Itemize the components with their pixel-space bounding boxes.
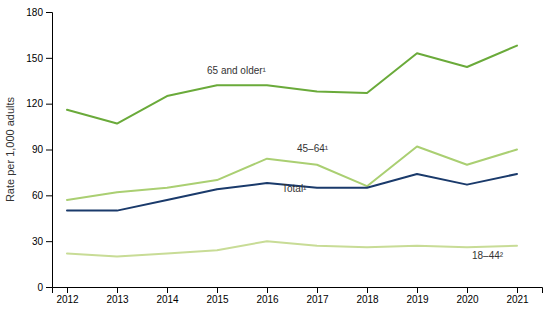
series-label: 45–64¹: [297, 143, 329, 154]
x-tick-mark: [167, 287, 168, 293]
chart: 2012 2013 2014 2015 2016 2017 2018 2019 2020 2021…: [0, 0, 560, 315]
x-tick-label: 2013: [106, 294, 129, 305]
y-tick-label: 0: [37, 282, 43, 293]
y-tick-mark: [46, 287, 52, 288]
y-tick: 90: [32, 144, 52, 155]
x-tick: 2015: [206, 287, 229, 305]
x-tick-label: 2017: [306, 294, 329, 305]
y-tick-label: 150: [26, 53, 43, 64]
lines: [67, 46, 517, 257]
y-tick: 120: [26, 98, 52, 109]
y-tick: 180: [26, 7, 52, 18]
x-tick: 2018: [356, 287, 379, 305]
x-axis-line: [53, 288, 543, 294]
x-tick-mark: [217, 287, 218, 293]
series-label: 18–44²: [472, 250, 504, 261]
series-line: [67, 46, 517, 124]
x-tick: 2013: [106, 287, 129, 305]
series-line: [67, 174, 517, 211]
x-tick: 2020: [456, 287, 479, 305]
series-label: Total¹: [282, 183, 307, 194]
y-tick-mark: [46, 58, 52, 59]
x-tick-mark: [517, 287, 518, 293]
series-line: [67, 146, 517, 199]
y-tick: 60: [32, 190, 52, 201]
y-tick: 0: [37, 282, 52, 293]
y-tick-label: 90: [32, 144, 44, 155]
y-tick: 150: [26, 53, 52, 64]
y-tick-label: 60: [32, 190, 44, 201]
series-label: 65 and older¹: [207, 65, 267, 76]
x-tick: 2014: [156, 287, 179, 305]
y-axis-line: [46, 13, 53, 288]
y-tick-mark: [46, 195, 52, 196]
y-tick-mark: [46, 12, 52, 13]
y-tick-mark: [46, 104, 52, 105]
x-tick-mark: [417, 287, 418, 293]
x-tick-mark: [117, 287, 118, 293]
x-tick: 2019: [406, 287, 429, 305]
y-tick-mark: [46, 150, 52, 151]
series-line: [67, 241, 517, 256]
x-tick-mark: [67, 287, 68, 293]
annotations: 65 and older¹ 45–64¹ Total¹ 18–44²: [207, 65, 504, 261]
y-tick-label: 180: [26, 7, 43, 18]
x-tick-label: 2019: [406, 294, 429, 305]
x-tick-mark: [367, 287, 368, 293]
x-tick-label: 2014: [156, 294, 179, 305]
y-tick-label: 120: [26, 98, 43, 109]
y-axis: 0 30 60 90 120 150 180: [26, 7, 52, 293]
x-tick: 2016: [256, 287, 279, 305]
x-tick-label: 2018: [356, 294, 379, 305]
y-tick-mark: [46, 241, 52, 242]
x-tick-label: 2021: [506, 294, 529, 305]
x-tick-label: 2015: [206, 294, 229, 305]
x-tick-mark: [467, 287, 468, 293]
x-tick: 2021: [506, 287, 529, 305]
x-tick: 2017: [306, 287, 329, 305]
x-tick-label: 2012: [56, 294, 79, 305]
x-tick-label: 2020: [456, 294, 479, 305]
y-tick: 30: [32, 236, 52, 247]
x-tick-mark: [267, 287, 268, 293]
x-tick: 2012: [56, 287, 79, 305]
x-tick-label: 2016: [256, 294, 279, 305]
x-axis: 2012 2013 2014 2015 2016 2017 2018 2019 2020 2021: [53, 287, 543, 305]
y-tick-label: 30: [32, 236, 44, 247]
y-axis-title: Rate per 1,000 adults: [4, 96, 16, 202]
plot-area: 2012 2013 2014 2015 2016 2017 2018 2019 2020 2021…: [4, 7, 543, 305]
x-tick-mark: [317, 287, 318, 293]
